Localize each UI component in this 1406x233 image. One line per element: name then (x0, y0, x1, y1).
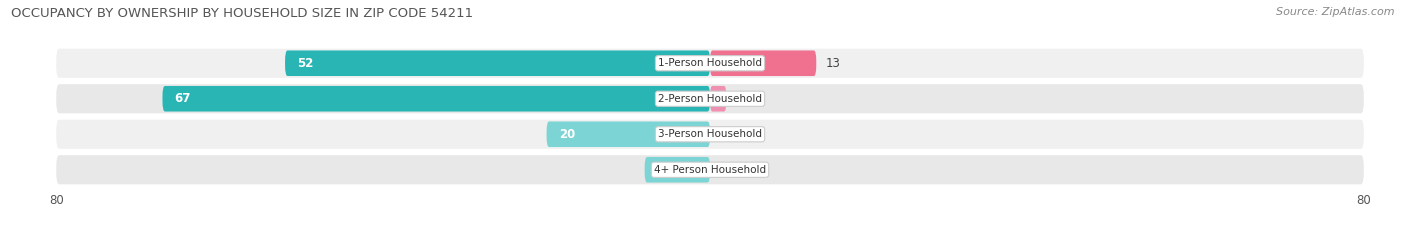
Text: 13: 13 (827, 57, 841, 70)
Text: Source: ZipAtlas.com: Source: ZipAtlas.com (1277, 7, 1395, 17)
FancyBboxPatch shape (710, 86, 727, 112)
Text: OCCUPANCY BY OWNERSHIP BY HOUSEHOLD SIZE IN ZIP CODE 54211: OCCUPANCY BY OWNERSHIP BY HOUSEHOLD SIZE… (11, 7, 474, 20)
FancyBboxPatch shape (547, 121, 710, 147)
FancyBboxPatch shape (56, 49, 1364, 78)
Text: 67: 67 (174, 92, 191, 105)
FancyBboxPatch shape (163, 86, 710, 112)
Text: 3-Person Household: 3-Person Household (658, 129, 762, 139)
Text: 52: 52 (297, 57, 314, 70)
FancyBboxPatch shape (56, 84, 1364, 113)
Text: 2-Person Household: 2-Person Household (658, 94, 762, 104)
Text: 2: 2 (737, 92, 744, 105)
Text: 8: 8 (657, 163, 665, 176)
FancyBboxPatch shape (285, 51, 710, 76)
Text: 0: 0 (720, 128, 727, 141)
FancyBboxPatch shape (56, 155, 1364, 184)
Text: 0: 0 (720, 163, 727, 176)
Text: 1-Person Household: 1-Person Household (658, 58, 762, 68)
FancyBboxPatch shape (56, 120, 1364, 149)
FancyBboxPatch shape (644, 157, 710, 182)
FancyBboxPatch shape (710, 51, 817, 76)
Text: 4+ Person Household: 4+ Person Household (654, 165, 766, 175)
Text: 20: 20 (558, 128, 575, 141)
